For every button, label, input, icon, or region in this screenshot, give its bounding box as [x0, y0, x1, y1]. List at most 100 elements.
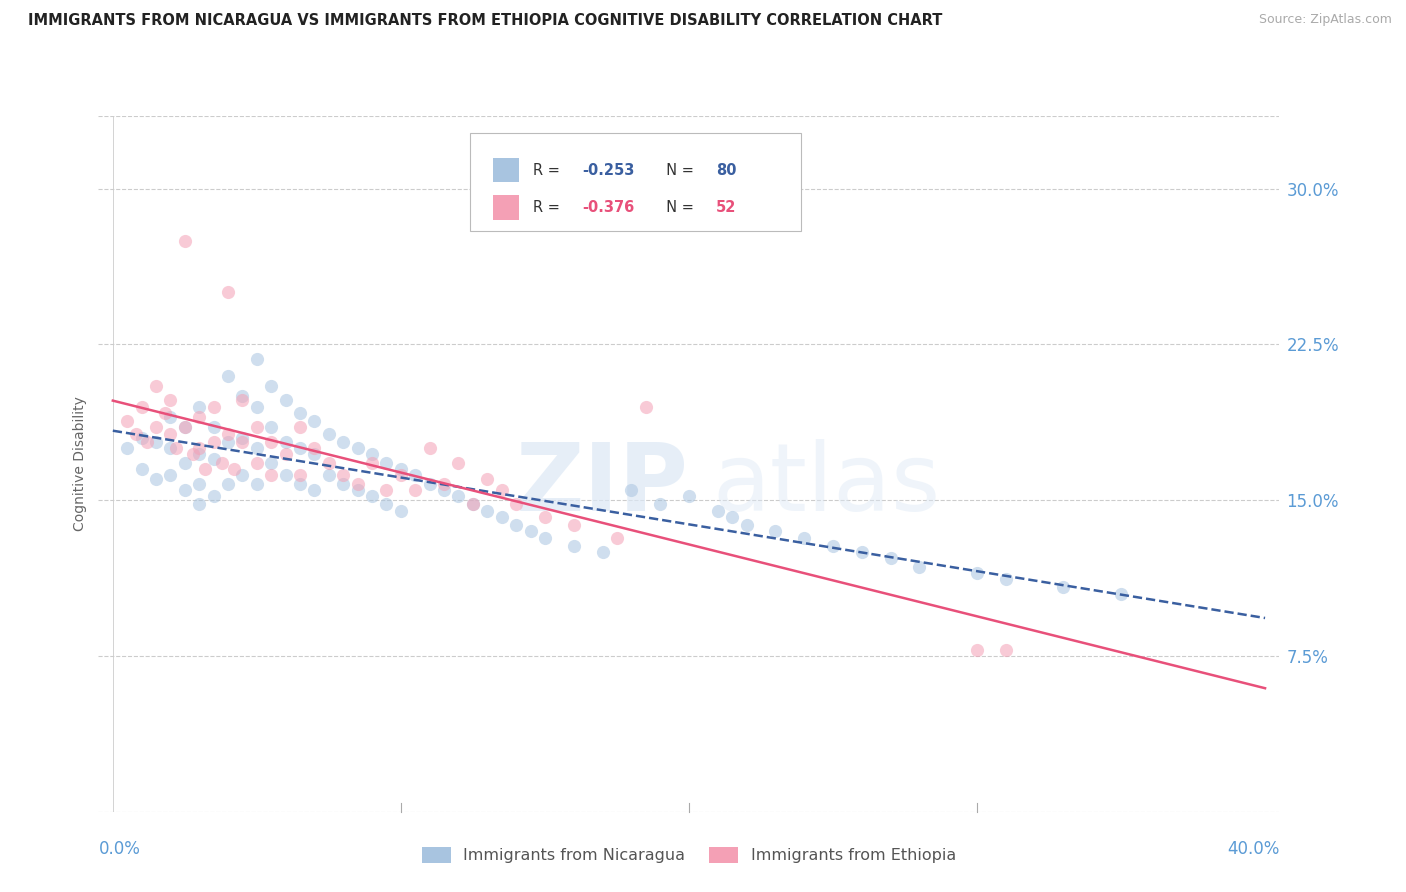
Point [173, 420, 195, 434]
Point [966, 566, 988, 580]
Point [419, 476, 441, 491]
Point [534, 531, 557, 545]
Point [173, 483, 195, 497]
Point [188, 410, 211, 425]
Point [375, 497, 398, 511]
Point [332, 476, 354, 491]
Point [288, 476, 311, 491]
Point [159, 442, 181, 456]
Point [115, 414, 138, 428]
Point [194, 462, 217, 476]
Bar [494, 158, 519, 183]
Point [879, 551, 901, 566]
Text: atlas: atlas [713, 439, 941, 531]
Text: -0.253: -0.253 [582, 163, 636, 178]
Point [519, 524, 541, 539]
Point [375, 456, 398, 470]
Text: 40.0%: 40.0% [1227, 839, 1279, 857]
Point [346, 483, 368, 497]
Point [650, 497, 672, 511]
Point [260, 468, 283, 483]
Point [735, 518, 758, 533]
Point [246, 442, 269, 456]
Point [202, 420, 225, 434]
Point [288, 420, 311, 434]
Point [153, 406, 176, 420]
Point [505, 497, 527, 511]
Point [188, 400, 211, 414]
Point [217, 476, 239, 491]
Text: N =: N = [657, 163, 699, 178]
Point [318, 468, 340, 483]
Point [505, 518, 527, 533]
Point [202, 400, 225, 414]
Point [1052, 581, 1074, 595]
Point [260, 379, 283, 393]
Point [288, 468, 311, 483]
Point [562, 539, 585, 553]
Point [851, 545, 873, 559]
Point [246, 476, 269, 491]
Text: N =: N = [657, 200, 699, 215]
Point [217, 368, 239, 383]
Text: Source: ZipAtlas.com: Source: ZipAtlas.com [1258, 13, 1392, 27]
Point [246, 351, 269, 366]
Point [304, 483, 326, 497]
Point [145, 420, 167, 434]
Point [375, 483, 398, 497]
Point [159, 410, 181, 425]
Point [304, 414, 326, 428]
Point [721, 509, 744, 524]
Point [361, 448, 384, 462]
Point [461, 497, 484, 511]
Point [188, 448, 211, 462]
Point [361, 456, 384, 470]
Point [534, 509, 557, 524]
Point [217, 426, 239, 441]
Point [260, 435, 283, 450]
Point [389, 468, 412, 483]
Point [706, 503, 728, 517]
Point [246, 456, 269, 470]
Point [433, 483, 456, 497]
Point [346, 442, 368, 456]
Point [966, 642, 988, 657]
Point [678, 489, 700, 503]
Text: 52: 52 [716, 200, 737, 215]
Point [202, 451, 225, 466]
Point [217, 435, 239, 450]
Point [419, 442, 441, 456]
Point [211, 456, 233, 470]
Point [136, 435, 159, 450]
Text: ZIP: ZIP [516, 439, 689, 531]
Point [793, 531, 815, 545]
Text: R =: R = [533, 200, 565, 215]
Point [217, 285, 239, 300]
Point [620, 483, 643, 497]
Point [231, 389, 253, 403]
Point [389, 462, 412, 476]
Point [183, 448, 205, 462]
Point [433, 476, 456, 491]
Point [606, 531, 628, 545]
Point [274, 448, 297, 462]
Point [165, 442, 187, 456]
Point [131, 431, 153, 445]
Point [461, 497, 484, 511]
Point [115, 442, 138, 456]
Point [159, 426, 181, 441]
Point [131, 462, 153, 476]
Point [260, 456, 283, 470]
Point [274, 468, 297, 483]
Point [346, 476, 368, 491]
Point [202, 435, 225, 450]
Point [274, 435, 297, 450]
Point [159, 393, 181, 408]
Point [821, 539, 844, 553]
Point [188, 476, 211, 491]
Point [994, 572, 1017, 586]
Point [477, 503, 499, 517]
Point [145, 379, 167, 393]
Point [491, 483, 513, 497]
Point [994, 642, 1017, 657]
